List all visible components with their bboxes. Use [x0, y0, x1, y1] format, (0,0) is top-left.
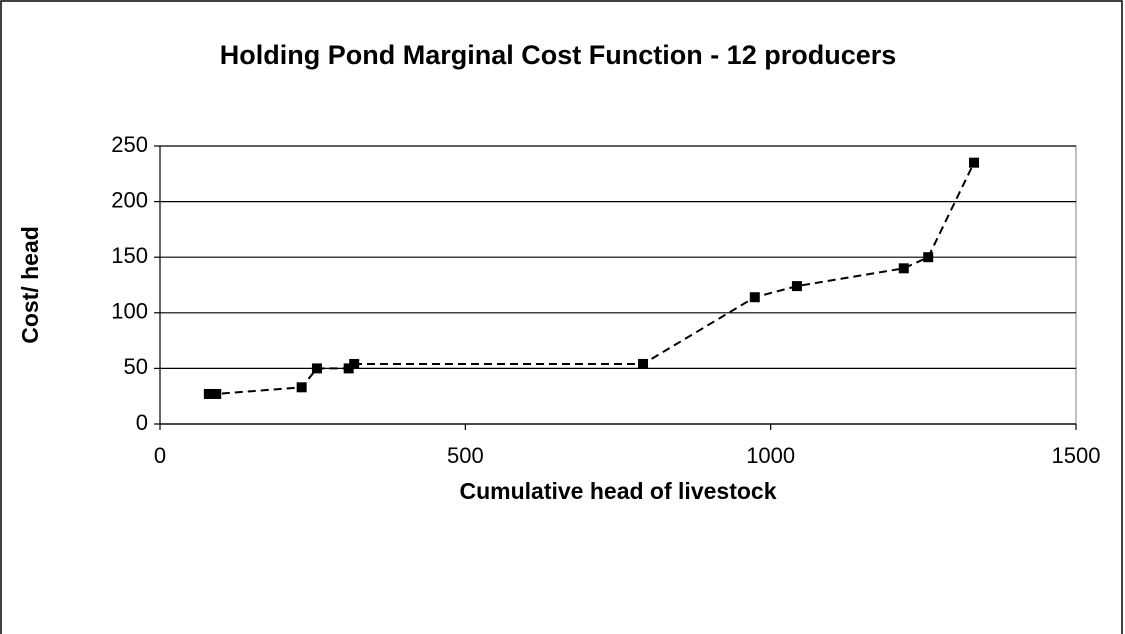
y-tick-label: 200: [111, 187, 148, 212]
x-tick-label: 0: [154, 443, 166, 468]
y-tick-label: 0: [136, 410, 148, 435]
y-axis-label: Cost/ head: [17, 226, 43, 344]
data-point: [349, 358, 360, 369]
y-tick-label: 100: [111, 299, 148, 324]
x-axis-label: Cumulative head of livestock: [460, 478, 777, 504]
data-point: [296, 382, 307, 393]
data-point: [791, 281, 802, 292]
data-point: [203, 388, 214, 399]
y-tick-label: 50: [124, 354, 148, 379]
data-point: [211, 388, 222, 399]
plot-area: [159, 145, 1077, 425]
x-tick-label: 1500: [1052, 443, 1101, 468]
data-point: [311, 363, 322, 374]
y-tick-label: 250: [111, 132, 148, 157]
data-point: [638, 358, 649, 369]
data-point: [898, 263, 909, 274]
data-line: [208, 162, 975, 395]
data-point: [343, 363, 354, 374]
chart-title: Holding Pond Marginal Cost Function - 12…: [220, 40, 897, 70]
x-tick-label: 500: [447, 443, 484, 468]
data-point: [749, 292, 760, 303]
x-tick-label: 1000: [746, 443, 795, 468]
data-point: [923, 252, 934, 263]
y-tick-label: 150: [111, 243, 148, 268]
data-point: [969, 157, 980, 168]
